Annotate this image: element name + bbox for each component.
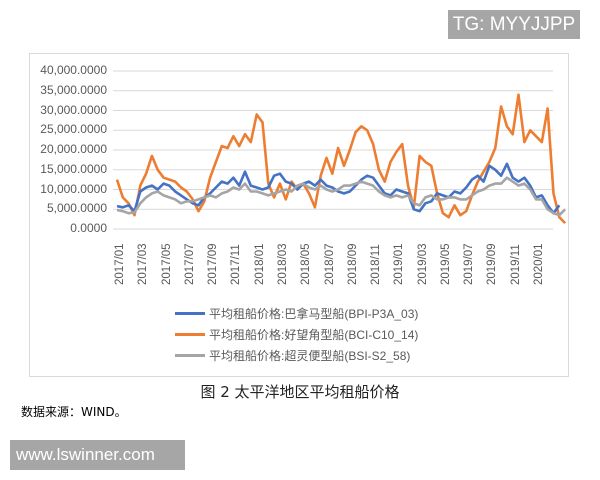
data-source: 数据来源：WIND。 xyxy=(21,405,127,419)
x-tick-label: 2020/01 xyxy=(533,243,545,285)
y-tick-label: 5,000.0000 xyxy=(46,201,107,216)
x-tick-label: 2017/05 xyxy=(160,243,173,285)
x-tick-label: 2019/09 xyxy=(486,243,499,285)
legend-label: 平均租船价格:超灵便型船(BSI-S2_58) xyxy=(209,348,411,363)
x-tick-label: 2019/01 xyxy=(393,243,406,285)
y-tick-label: 10,000.0000 xyxy=(40,181,107,196)
legend-item-supramax: 平均租船价格:超灵便型船(BSI-S2_58) xyxy=(175,346,410,364)
y-tick-label: 0.0000 xyxy=(70,221,107,235)
series-line xyxy=(115,93,567,225)
watermark-tg: TG: MYYJJPP xyxy=(448,10,580,39)
chart-frame xyxy=(29,53,569,377)
y-tick-label: 20,000.0000 xyxy=(40,142,107,156)
legend-label: 平均租船价格:好望角型船(BCI-C10_14) xyxy=(209,327,419,342)
x-tick-label: 2019/03 xyxy=(416,243,429,285)
x-tick-label: 2017/01 xyxy=(114,243,126,285)
x-tick-label: 2019/11 xyxy=(509,244,522,285)
x-tick-label: 2017/07 xyxy=(183,243,196,285)
x-tick-label: 2019/07 xyxy=(463,243,476,285)
legend-swatch-blue xyxy=(175,311,205,315)
y-tick-label: 25,000.0000 xyxy=(40,122,107,137)
series-line xyxy=(116,176,567,217)
x-tick-label: 2018/07 xyxy=(323,243,336,285)
legend-swatch-gray xyxy=(175,353,205,357)
y-tick-label: 35,000.0000 xyxy=(40,82,107,97)
y-tick-label: 40,000.0000 xyxy=(40,63,107,77)
legend-item-panamax: 平均租船价格:巴拿马型船(BPI-P3A_03) xyxy=(175,304,418,322)
x-tick-label: 2018/11 xyxy=(370,244,383,285)
x-tick-label: 2018/09 xyxy=(346,243,359,285)
watermark-site: www.lswinner.com xyxy=(10,440,185,470)
legend-label: 平均租船价格:巴拿马型船(BPI-P3A_03) xyxy=(209,306,419,321)
series-lines xyxy=(115,93,567,225)
y-tick-label: 15,000.0000 xyxy=(40,161,107,176)
y-tick-label: 30,000.0000 xyxy=(40,102,107,117)
x-tick-label: 2019/05 xyxy=(439,243,452,285)
x-tick-label: 2018/03 xyxy=(276,243,289,285)
x-tick-label: 2017/09 xyxy=(207,243,220,285)
x-tick-label: 2017/03 xyxy=(137,243,150,285)
figure-caption: 图 2 太平洋地区平均租船价格 xyxy=(200,383,400,401)
gridlines xyxy=(113,70,553,230)
legend-swatch-orange xyxy=(175,332,205,336)
x-tick-label: 2018/05 xyxy=(300,243,313,285)
x-tick-label: 2018/01 xyxy=(253,243,266,285)
legend-item-capesize: 平均租船价格:好望角型船(BCI-C10_14) xyxy=(175,325,418,343)
x-tick-label: 2017/11 xyxy=(230,244,243,285)
